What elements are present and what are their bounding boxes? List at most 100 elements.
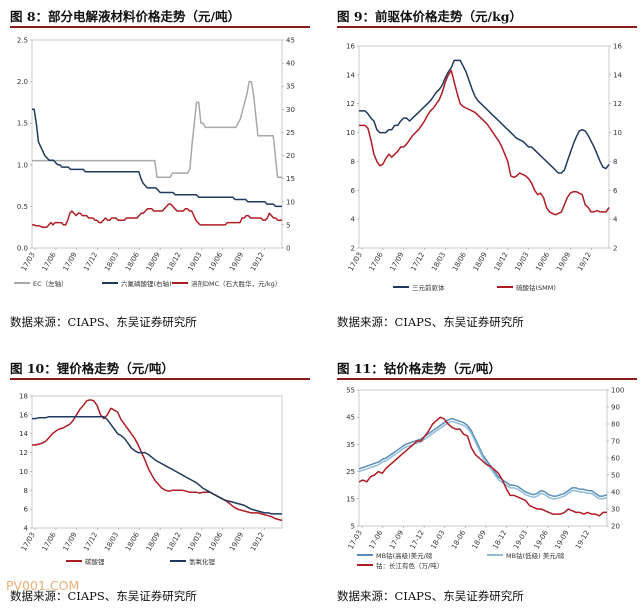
legend-label: MB钴(高级)美元/磅 — [376, 551, 433, 560]
legend-label: 三元前驱体 — [412, 283, 445, 292]
y-right-tick-label: 10 — [286, 198, 295, 206]
x-tick-label: 17/03 — [347, 251, 364, 272]
y-left-tick-label: 12 — [346, 100, 355, 108]
y-right-tick-label: 8 — [613, 158, 617, 166]
x-tick-label: 18/06 — [124, 251, 141, 273]
series-line-1 — [32, 108, 282, 208]
series-line-0 — [32, 399, 283, 522]
y-left-tick-label: 25 — [346, 468, 355, 476]
y-left-tick-label: 12 — [19, 449, 28, 457]
title-divider — [10, 378, 310, 380]
x-tick-label: 19/12 — [249, 251, 266, 272]
y-right-tick-label: 25 — [286, 129, 295, 137]
plot-frame — [358, 45, 610, 249]
x-tick-label: 18/03 — [103, 531, 120, 552]
plot-frame — [31, 395, 283, 529]
x-tick-label: 18/09 — [145, 531, 162, 552]
chart-panel-precursor: 图 9：前驱体价格走势（元/kg） 2 4 6 8 10 12 14 16 2 4 6 8 10 12 14… — [337, 6, 637, 336]
y-right-tick-label: 12 — [613, 100, 622, 108]
legend-label: EC（左轴） — [33, 279, 68, 288]
x-tick-label: 17/06 — [41, 531, 58, 553]
y-left-tick-label: 0.0 — [17, 245, 28, 253]
y-right-tick-label: 14 — [613, 71, 622, 79]
x-tick-label: 17-06 — [367, 529, 384, 551]
y-left-tick-label: 10 — [346, 129, 355, 137]
y-left-tick-label: 35 — [346, 441, 355, 449]
y-right-tick-label: 90 — [611, 404, 620, 412]
y-right-tick-label: 35 — [286, 83, 295, 91]
x-tick-label: 18-06 — [450, 529, 467, 551]
x-tick-label: 19/03 — [187, 251, 204, 272]
y-left-tick-label: 14 — [346, 71, 355, 79]
x-tick-label: 17/09 — [62, 531, 79, 552]
x-tick-label: 19-03 — [512, 529, 529, 551]
x-tick-label: 18/12 — [166, 531, 183, 552]
x-tick-label: 19/09 — [228, 531, 245, 552]
y-right-tick-label: 15 — [286, 175, 295, 183]
x-tick-label: 19-06 — [533, 529, 550, 551]
series-line-0 — [359, 59, 610, 174]
y-left-tick-label: 1.5 — [17, 120, 28, 128]
x-tick-label: 19/03 — [514, 251, 531, 272]
x-tick-label: 19/03 — [187, 531, 204, 552]
x-tick-label: 19/12 — [576, 251, 593, 272]
x-tick-label: 19/09 — [228, 251, 245, 272]
legend-label: MB钴(低级) 美元/磅 — [506, 551, 565, 560]
x-tick-label: 18/12 — [493, 251, 510, 272]
x-tick-label: 19/09 — [555, 251, 572, 272]
y-left-tick-label: 16 — [19, 411, 28, 419]
chart-source: 数据来源：CIAPS、东吴证券研究所 — [10, 315, 197, 329]
y-right-tick-label: 50 — [611, 472, 620, 480]
y-right-tick-label: 70 — [611, 438, 620, 446]
y-left-tick-label: 45 — [346, 414, 355, 422]
legend-label: 碳酸锂 — [85, 557, 105, 566]
chart-cobalt: 5 15 25 35 45 55 20 30 40 50 60 70 80 90 100 17-03 17-06… — [346, 387, 624, 571]
chart-title: 图 8：部分电解液材料价格走势（元/吨） — [10, 9, 241, 24]
title-divider — [10, 26, 310, 28]
series-line-2 — [32, 203, 282, 228]
chart-source: 数据来源：CIAPS、东吴证券研究所 — [10, 589, 197, 603]
x-tick-label: 17/03 — [20, 531, 37, 552]
chart-source: 数据来源：CIAPS、东吴证券研究所 — [337, 589, 524, 603]
series-line-0 — [32, 80, 282, 179]
y-right-tick-label: 6 — [613, 187, 618, 195]
y-right-tick-label: 0 — [286, 245, 290, 253]
x-tick-label: 18/03 — [103, 251, 120, 272]
y-left-tick-label: 14 — [19, 430, 28, 438]
y-left-tick-label: 2 — [351, 245, 355, 253]
y-left-tick-label: 8 — [24, 487, 28, 495]
y-left-tick-label: 8 — [351, 158, 355, 166]
y-left-tick-label: 6 — [24, 506, 29, 514]
chart-panel-electrolyte: 图 8：部分电解液材料价格走势（元/吨） 0.0 0.5 1.0 1.5 2.0 2.5 0… — [10, 6, 310, 336]
y-left-tick-label: 4 — [351, 216, 356, 224]
x-tick-label: 18/09 — [472, 251, 489, 272]
chart-panel-lithium: 图 10：锂价格走势（元/吨） 4 6 8 10 12 14 16 18 17/03 17/06 1… — [10, 358, 310, 606]
chart-panel-cobalt: 图 11：钴价格走势（元/吨） 5 15 25 35 45 55 20 30 40 50 60 70 8… — [337, 358, 637, 606]
y-left-tick-label: 4 — [24, 525, 29, 533]
x-tick-label: 17/06 — [368, 251, 385, 273]
series-line-0 — [358, 417, 608, 497]
y-right-tick-label: 40 — [611, 489, 620, 497]
y-left-tick-label: 0.5 — [17, 203, 28, 211]
chart-title: 图 10：锂价格走势（元/吨） — [10, 361, 174, 376]
x-tick-label: 18/06 — [124, 531, 141, 553]
y-right-tick-label: 40 — [286, 60, 295, 68]
legend-label: 氢氧化锂 — [189, 557, 216, 566]
y-right-tick-label: 60 — [611, 455, 620, 463]
y-right-tick-label: 4 — [613, 216, 618, 224]
x-tick-label: 17/12 — [82, 531, 99, 552]
x-tick-label: 18-03 — [429, 529, 446, 551]
y-right-tick-label: 80 — [611, 421, 620, 429]
y-left-tick-label: 10 — [19, 468, 28, 476]
y-right-tick-label: 20 — [286, 152, 295, 160]
y-left-tick-label: 1.0 — [17, 161, 28, 169]
x-tick-label: 19/06 — [534, 251, 551, 273]
x-tick-label: 17/12 — [82, 251, 99, 272]
legend-label: 钴：长江有色（万/吨） — [376, 561, 443, 570]
x-tick-label: 18/03 — [430, 251, 447, 272]
x-tick-label: 17/06 — [41, 251, 58, 273]
y-right-tick-label: 30 — [611, 506, 620, 514]
y-right-tick-label: 20 — [611, 523, 620, 531]
